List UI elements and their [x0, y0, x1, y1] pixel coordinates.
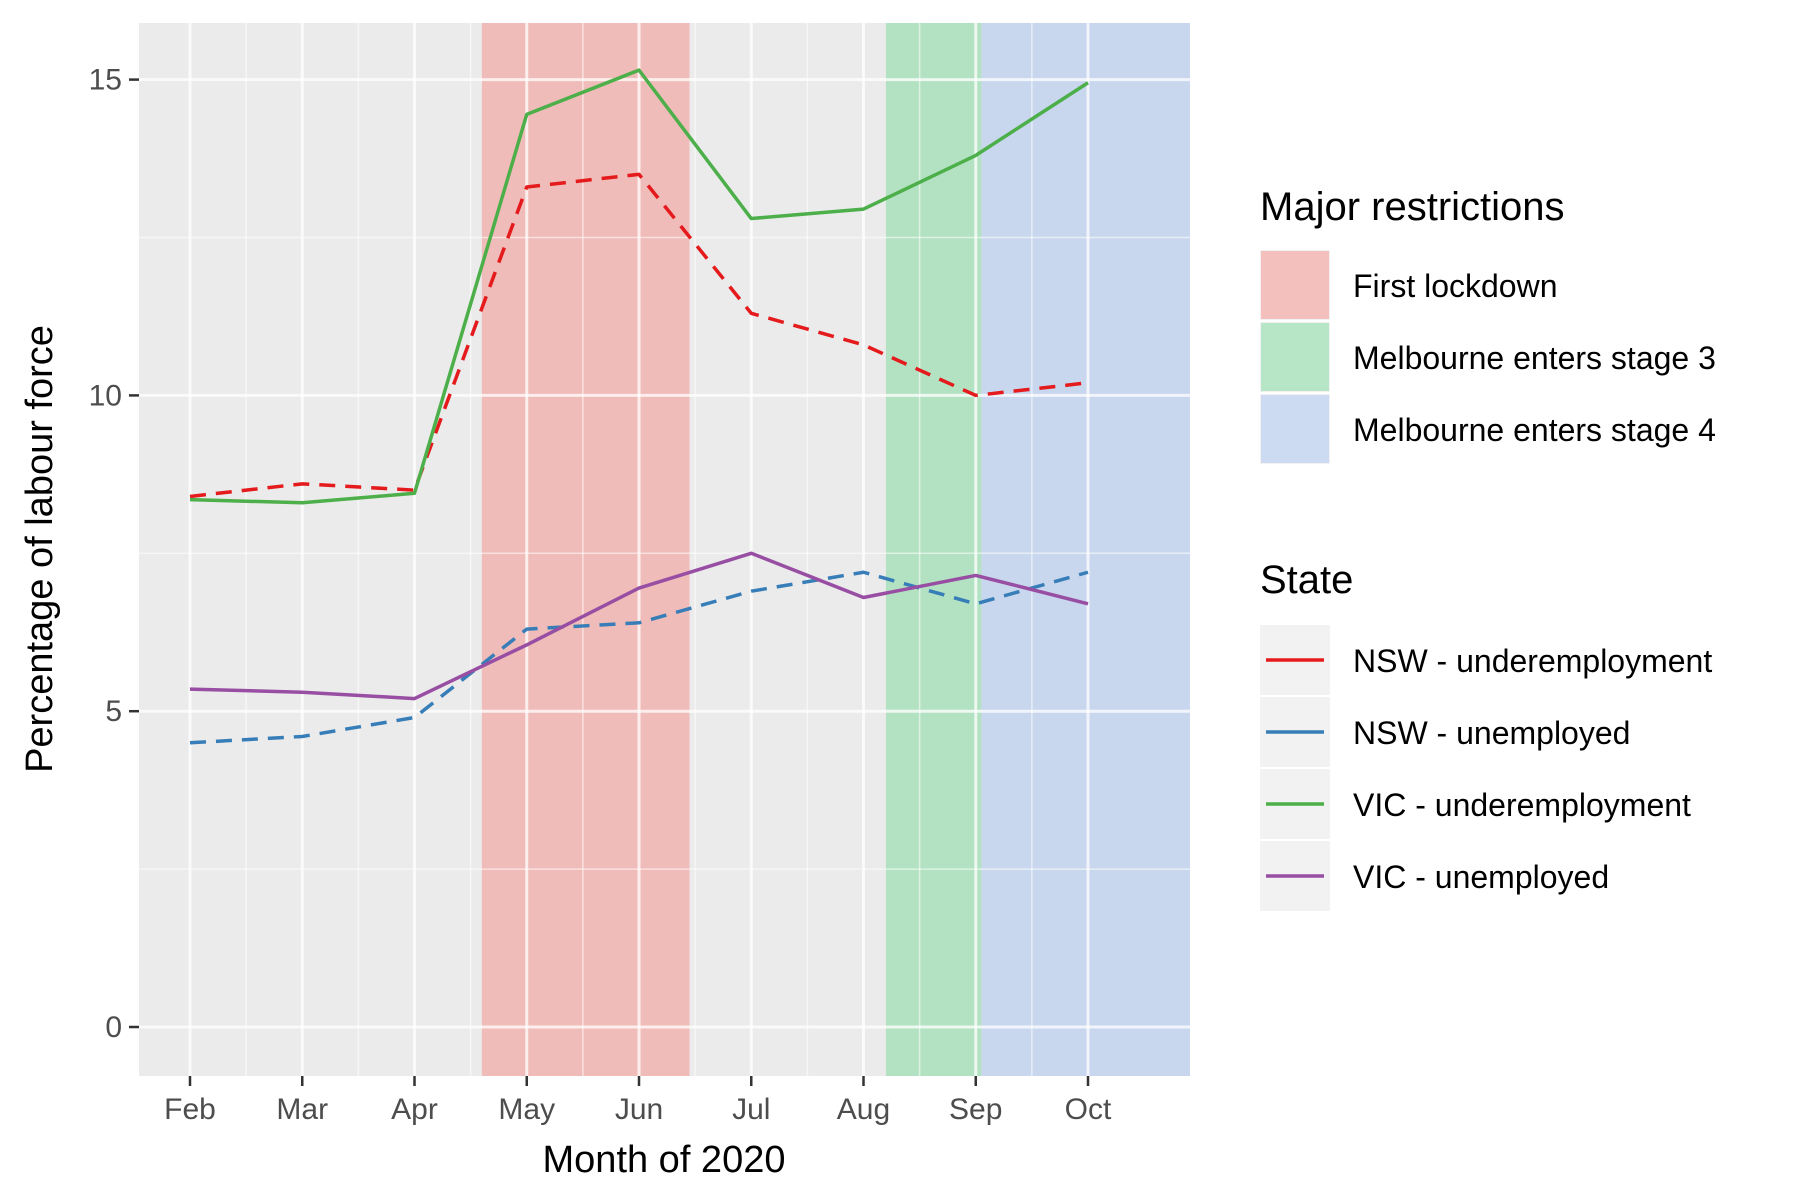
series-line-vic-unemployed [189, 551, 1089, 701]
x-tick-label: Feb [164, 1093, 216, 1126]
legend-restrictions-keys: First lockdown Melbourne enters stage 3 Me… [1260, 250, 1716, 464]
x-tick-label: Jun [615, 1093, 663, 1126]
legend-key-melbourne-enters-stage-3 [1261, 323, 1329, 391]
y-axis-title: Percentage of labour force [19, 325, 61, 773]
shade-melbourne-enters-stage-4 [981, 23, 1190, 1076]
series-line-vic-underemployment [189, 68, 1089, 505]
series-line-nsw-underemployment [189, 172, 1089, 499]
legend-state-keys: NSW - underemployment NSW - unemployed VIC… [1260, 625, 1712, 911]
legend-label-nsw-underemployment: NSW - underemployment [1353, 643, 1712, 679]
x-tick-label: Apr [391, 1093, 438, 1126]
grid-lines [139, 23, 1190, 1076]
legend-label-vic-underemployment: VIC - underemployment [1353, 787, 1691, 823]
y-tick-label: 0 [105, 1011, 122, 1044]
x-tick-label: Oct [1065, 1093, 1112, 1126]
y-tick-label: 10 [89, 379, 122, 412]
legend-label-first-lockdown: First lockdown [1353, 268, 1558, 304]
shade-first-lockdown [481, 23, 690, 1076]
x-tick-label: May [498, 1093, 555, 1126]
legend-label-melbourne-enters-stage-4: Melbourne enters stage 4 [1353, 412, 1716, 448]
legend: Major restrictions First lockdown Melbour… [1260, 185, 1716, 911]
x-tick-label: Aug [837, 1093, 890, 1126]
legend-label-melbourne-enters-stage-3: Melbourne enters stage 3 [1353, 340, 1716, 376]
legend-key-first-lockdown [1261, 251, 1329, 319]
series-line-nsw-unemployed [189, 570, 1089, 745]
legend-label-nsw-unemployed: NSW - unemployed [1353, 715, 1630, 751]
legend-key-bg [1260, 250, 1330, 320]
x-tick-label: Sep [949, 1093, 1002, 1126]
x-axis-title: Month of 2020 [543, 1139, 786, 1181]
shade-melbourne-enters-stage-3 [885, 23, 982, 1076]
x-tick-label: Jul [732, 1093, 770, 1126]
y-tick-label: 5 [105, 695, 122, 728]
shaded-regions [481, 23, 1190, 1076]
x-tick-label: Mar [276, 1093, 328, 1126]
series-lines [189, 68, 1089, 745]
axes: 0 5 10 15 Feb Mar Apr May Jun Jul Aug Sep Oct [89, 64, 1112, 1126]
legend-title-state: State [1260, 558, 1353, 602]
legend-key-melbourne-enters-stage-4 [1261, 395, 1329, 463]
y-tick-label: 15 [89, 64, 122, 97]
legend-title-restrictions: Major restrictions [1260, 185, 1565, 229]
legend-label-vic-unemployed: VIC - unemployed [1353, 859, 1609, 895]
